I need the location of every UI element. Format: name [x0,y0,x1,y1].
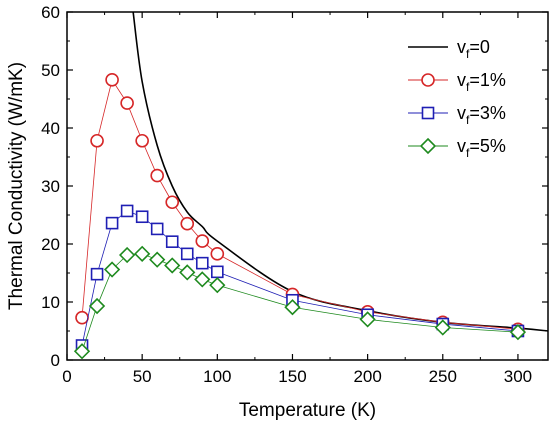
y-axis-label: Thermal Conductivity (W/mK) [6,62,27,310]
data-point [509,324,527,341]
legend-label-main: v [457,103,466,123]
x-tick-label: 250 [429,367,457,386]
data-point [179,264,196,281]
data-point [180,216,195,231]
x-axis-label: Temperature (K) [239,400,376,421]
legend-marker [419,137,437,155]
y-tick-label: 40 [41,119,60,138]
data-point [164,257,181,274]
legend-marker [421,73,435,87]
data-point [120,204,134,218]
x-tick-label: 150 [278,367,306,386]
legend-label-sub: f [466,80,470,94]
y-tick-label: 60 [41,3,60,22]
data-point [149,251,166,268]
legend-label-suffix: =1% [469,70,506,90]
y-axis: 0 10 20 30 40 50 60 [41,3,548,370]
series-line [81,78,518,330]
series-4 [73,245,527,360]
data-point [73,343,91,360]
data-point [105,73,119,87]
legend-label-suffix: =5% [469,136,506,156]
x-tick-label: 50 [133,367,152,386]
legend: vf=0vf=1%vf=3%vf=5% [408,37,506,160]
data-point [135,210,149,224]
data-point [120,96,134,110]
data-point [88,297,106,315]
data-point [105,216,119,230]
data-point [195,234,210,248]
data-point [135,133,149,148]
data-point [75,310,89,325]
legend-label-main: v [457,136,466,156]
x-tick-label: 0 [62,367,71,386]
legend-label-main: v [457,37,466,57]
x-tick-label: 300 [504,367,532,386]
data-point [434,319,451,336]
y-tick-label: 30 [41,177,60,196]
legend-item-2: vf=1% [408,70,506,94]
data-point [165,235,179,248]
legend-label-sub: f [466,146,470,160]
legend-label-suffix: =3% [469,103,506,123]
series-3 [75,204,525,352]
legend-item-3: vf=3% [408,103,506,127]
data-point [211,265,224,279]
legend-item-1: vf=0 [408,37,490,61]
legend-label-suffix: =0 [469,37,490,57]
legend-label-main: v [457,70,466,90]
data-point [90,133,104,148]
data-point [210,247,225,261]
data-point [195,256,209,270]
legend-label-sub: f [466,47,470,61]
legend-label-sub: f [466,113,470,127]
data-point [134,245,151,262]
legend-item-4: vf=5% [408,136,506,160]
legend-marker [421,106,435,120]
data-point [209,277,226,294]
series-line [81,210,518,346]
series-line [132,12,548,332]
legend-label: vf=0 [457,37,490,61]
series-layer [73,12,548,360]
y-tick-label: 20 [41,235,60,254]
x-tick-label: 200 [353,367,381,386]
data-point [359,311,376,328]
legend-label: vf=1% [457,70,506,94]
y-tick-label: 50 [41,61,60,80]
data-point [90,267,104,281]
legend-label: vf=5% [457,136,506,160]
data-point [150,222,164,236]
data-point [150,168,164,183]
data-point [194,271,211,288]
y-tick-label: 0 [51,351,60,370]
legend-label: vf=3% [457,103,506,127]
y-tick-label: 10 [41,293,60,312]
data-point [103,261,121,278]
data-point [165,195,180,210]
data-point [118,246,136,264]
data-point [180,247,194,261]
series-1 [132,12,548,332]
data-point [284,299,301,316]
x-axis: 0 50 100 150 200 250 300 [62,12,532,386]
series-line [81,253,518,352]
x-tick-label: 100 [203,367,231,386]
